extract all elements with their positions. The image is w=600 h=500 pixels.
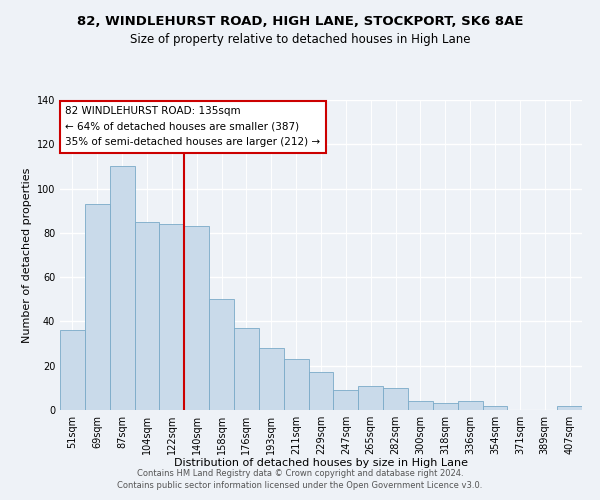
Bar xyxy=(383,388,408,410)
Y-axis label: Number of detached properties: Number of detached properties xyxy=(22,168,32,342)
Bar xyxy=(482,406,508,410)
Text: Size of property relative to detached houses in High Lane: Size of property relative to detached ho… xyxy=(130,32,470,46)
Bar xyxy=(134,222,160,410)
Bar xyxy=(60,330,85,410)
Bar xyxy=(358,386,383,410)
Bar xyxy=(209,300,234,410)
Bar xyxy=(234,328,259,410)
Bar xyxy=(308,372,334,410)
Bar xyxy=(110,166,134,410)
Bar xyxy=(334,390,358,410)
X-axis label: Distribution of detached houses by size in High Lane: Distribution of detached houses by size … xyxy=(174,458,468,468)
Bar xyxy=(259,348,284,410)
Text: Contains HM Land Registry data © Crown copyright and database right 2024.: Contains HM Land Registry data © Crown c… xyxy=(137,468,463,477)
Text: Contains public sector information licensed under the Open Government Licence v3: Contains public sector information licen… xyxy=(118,481,482,490)
Bar xyxy=(433,404,458,410)
Text: 82, WINDLEHURST ROAD, HIGH LANE, STOCKPORT, SK6 8AE: 82, WINDLEHURST ROAD, HIGH LANE, STOCKPO… xyxy=(77,15,523,28)
Bar xyxy=(160,224,184,410)
Bar xyxy=(458,401,482,410)
Bar xyxy=(284,359,308,410)
Text: 82 WINDLEHURST ROAD: 135sqm
← 64% of detached houses are smaller (387)
35% of se: 82 WINDLEHURST ROAD: 135sqm ← 64% of det… xyxy=(65,106,320,148)
Bar xyxy=(184,226,209,410)
Bar xyxy=(557,406,582,410)
Bar xyxy=(408,401,433,410)
Bar xyxy=(85,204,110,410)
